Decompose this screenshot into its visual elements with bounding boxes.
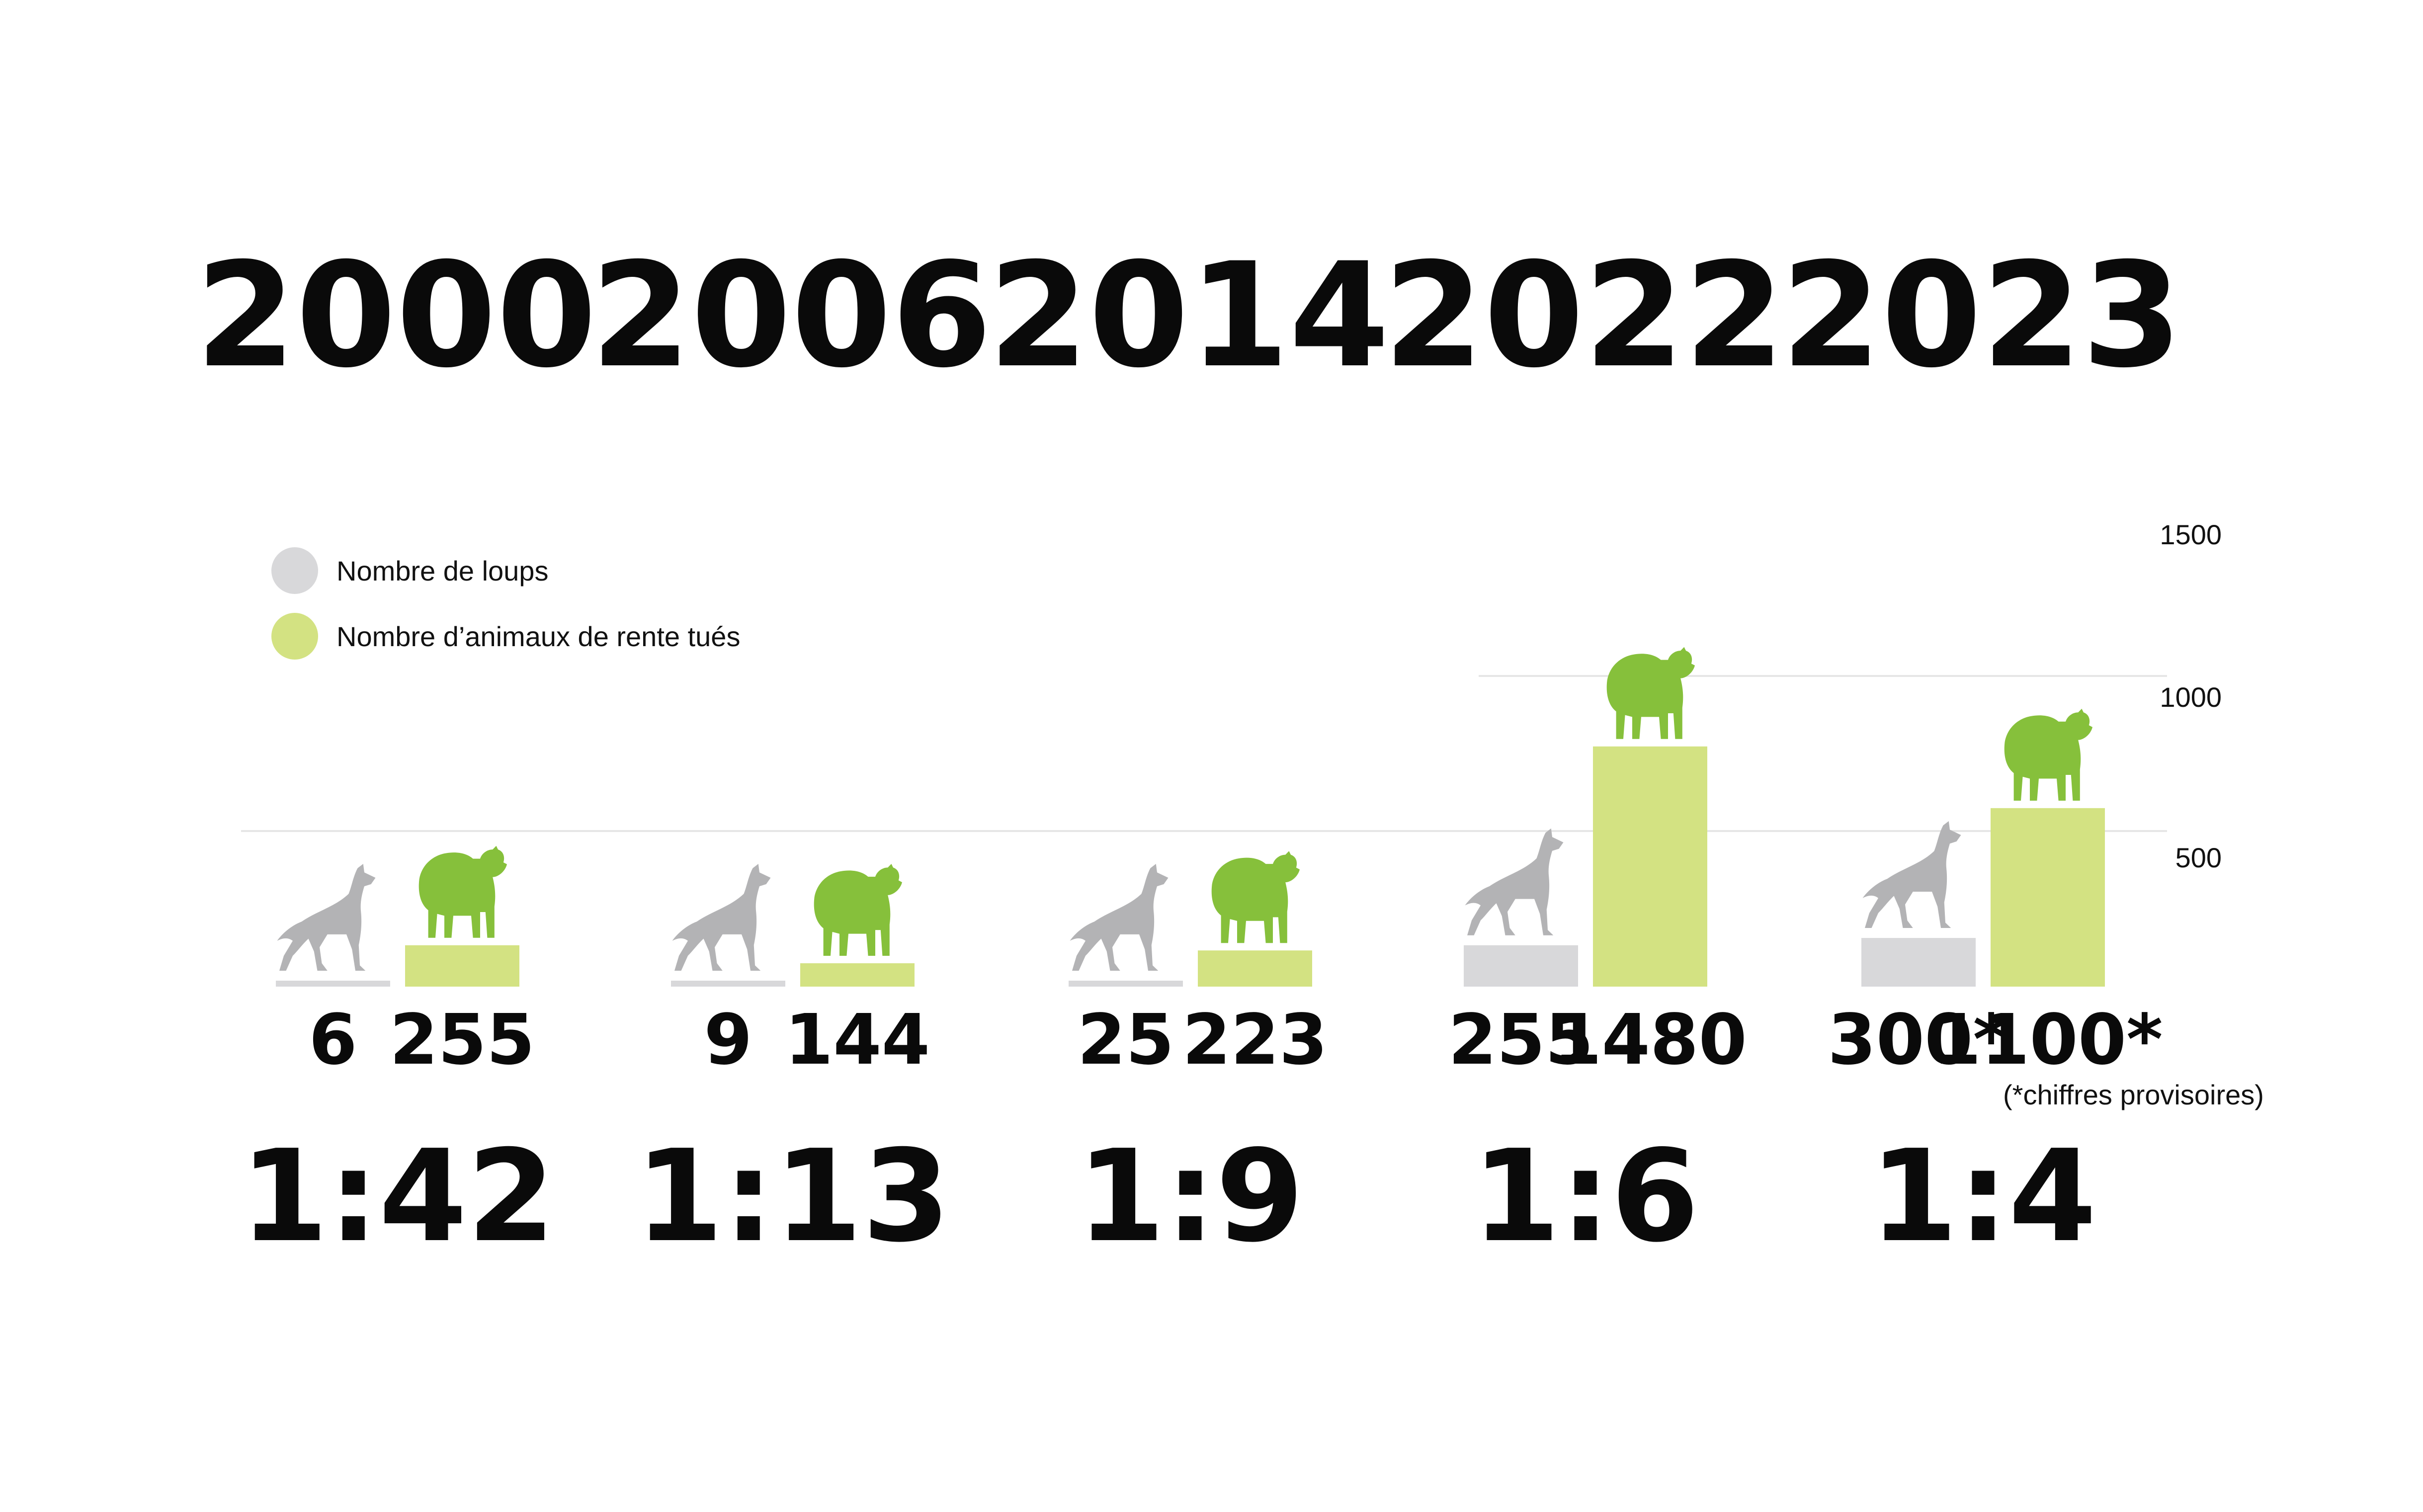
bar-wolves-2000 (276, 981, 390, 987)
y-tick-1000: 1000 (2160, 681, 2222, 713)
ratio-label-2022: 1:6 (1472, 1123, 1699, 1270)
ratio-label-2023: 1:4 (1870, 1123, 2097, 1270)
bar-wolves-2023 (1861, 938, 1976, 987)
bars (276, 746, 2105, 987)
ratio-label-2006: 1:13 (635, 1123, 950, 1270)
bar-wolves-2022 (1464, 945, 1578, 987)
value-wolves-2014: 25 (1078, 1000, 1174, 1081)
y-tick-500: 500 (2175, 842, 2222, 873)
ratio-labels: 1:42 1:13 1:9 1:6 1:4 (240, 1123, 2097, 1270)
legend-label-livestock: Nombre d’animaux de rente tués (336, 621, 740, 652)
bar-livestock-2006 (800, 963, 915, 987)
wolf-icon-2022 (1465, 828, 1564, 935)
ratio-label-2000: 1:42 (240, 1123, 555, 1270)
legend: Nombre de loups Nombre d’animaux de rente… (271, 547, 740, 660)
ratio-label-2014: 1:9 (1077, 1123, 1304, 1270)
bar-wolves-2014 (1069, 981, 1183, 987)
year-label-2022: 2022 (1383, 232, 1784, 400)
year-label-2000: 2000 (195, 232, 596, 400)
value-wolves-2000: 6 (309, 1000, 357, 1081)
icons (277, 647, 2092, 971)
value-livestock-2014: 223 (1182, 1000, 1328, 1081)
year-label-2014: 2014 (988, 232, 1389, 400)
year-label-2023: 2023 (1781, 232, 2182, 400)
bar-livestock-2022 (1593, 746, 1707, 987)
value-wolves-2006: 9 (704, 1000, 752, 1081)
bar-livestock-2000 (405, 945, 519, 987)
sheep-icon-2023 (2004, 708, 2092, 801)
value-livestock-2000: 255 (390, 1000, 535, 1081)
value-livestock-2022: 1480 (1553, 1000, 1747, 1081)
legend-swatch-livestock (271, 613, 318, 660)
y-axis: 500 1000 1500 (2160, 519, 2222, 873)
wolf-icon-2014 (1070, 864, 1169, 971)
sheep-icon-2022 (1606, 647, 1695, 739)
bar-wolves-2006 (671, 981, 785, 987)
sheep-icon-2006 (814, 863, 902, 956)
legend-swatch-wolves (271, 547, 318, 594)
bar-livestock-2023 (1991, 808, 2105, 987)
legend-label-wolves: Nombre de loups (336, 555, 548, 587)
provisional-note: (*chiffres provisoires) (2003, 1079, 2264, 1110)
wolf-icon-2023 (1862, 821, 1961, 928)
year-label-2006: 2006 (590, 232, 992, 400)
sheep-icon-2014 (1211, 851, 1300, 943)
y-tick-1500: 1500 (2160, 519, 2222, 550)
bar-livestock-2014 (1198, 950, 1312, 987)
value-livestock-2023: 1100* (1933, 1000, 2163, 1081)
value-wolves-2023: 300* (1828, 1000, 2009, 1081)
wolf-icon-2000 (277, 864, 376, 971)
wolf-icon-2006 (672, 864, 771, 971)
value-livestock-2006: 144 (785, 1000, 930, 1081)
gridlines (241, 675, 2167, 832)
value-wolves-2022: 255 (1448, 1000, 1593, 1081)
sheep-icon-2000 (418, 845, 507, 938)
